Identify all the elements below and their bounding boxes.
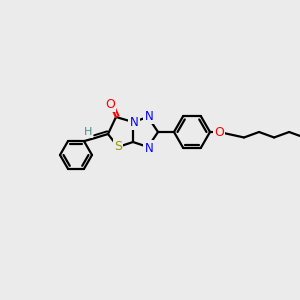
Text: N: N xyxy=(145,142,153,154)
Text: O: O xyxy=(105,98,115,110)
Text: S: S xyxy=(114,140,122,154)
Text: N: N xyxy=(130,116,138,128)
Text: H: H xyxy=(84,127,92,137)
Text: N: N xyxy=(145,110,153,122)
Text: O: O xyxy=(214,125,224,139)
